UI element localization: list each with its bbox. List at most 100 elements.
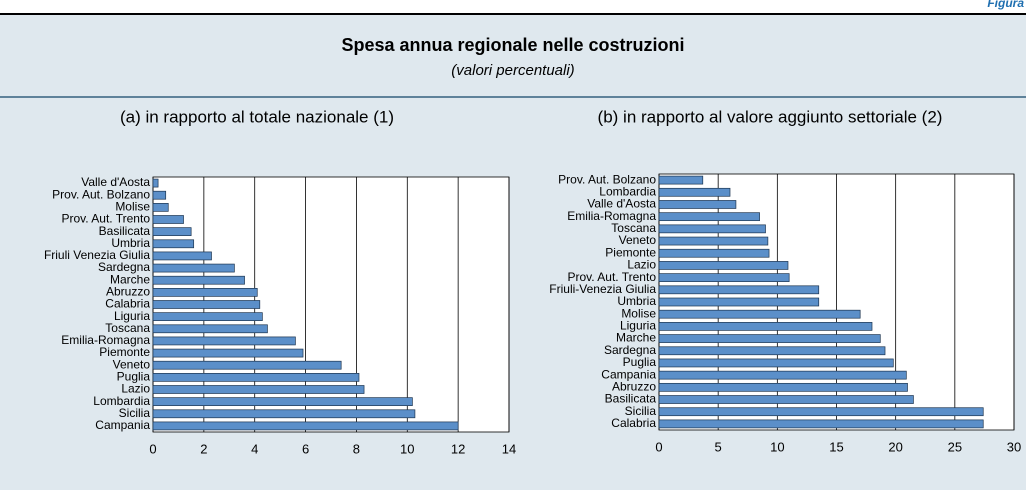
x-tick-label: 0 [149,441,156,456]
category-label: Puglia [117,370,151,384]
x-tick-label: 20 [888,439,902,454]
bar [658,346,886,356]
x-tick-label: 4 [251,441,258,456]
x-tick-label: 30 [1007,439,1021,454]
bar [152,373,360,382]
category-label: Piemonte [99,345,150,359]
x-tick-label: 0 [655,439,662,454]
category-label: Molise [621,306,656,320]
category-label: Calabria [105,297,150,311]
bar [658,261,789,270]
bar [152,336,296,346]
category-label: Umbria [617,294,656,308]
category-label: Basilicata [99,224,151,238]
bar [658,224,766,234]
bar [152,215,184,224]
category-label: Lombardia [599,184,656,198]
bar [658,187,731,197]
category-label: Umbria [111,236,150,250]
x-tick-label: 25 [948,439,962,454]
bar [152,239,195,249]
panel-title: (a) in rapporto al totale nazionale (1) [120,107,394,126]
category-label: Campania [601,367,656,381]
bar [658,236,769,246]
category-label: Lazio [627,258,656,272]
category-label: Molise [115,200,150,214]
bar [152,409,416,419]
bar [152,421,459,431]
bar [152,324,268,334]
category-label: Prov. Aut. Bolzano [52,187,150,201]
category-label: Sicilia [119,406,151,420]
category-label: Veneto [619,233,657,247]
bar [658,382,908,392]
bar [152,203,169,212]
category-label: Sardegna [98,260,150,274]
bar [658,273,790,282]
x-tick-label: 10 [770,439,784,454]
x-tick-label: 10 [400,441,414,456]
bar [152,263,235,273]
category-label: Lazio [121,382,150,396]
bar [658,334,881,343]
x-tick-label: 5 [715,439,722,454]
bar [658,297,820,307]
category-label: Abruzzo [106,285,150,299]
category-label: Sicilia [625,404,657,418]
bar [658,285,820,295]
title: Spesa annua regionale nelle costruzioni [341,35,684,55]
bar [152,178,159,188]
panel-title: (b) in rapporto al valore aggiunto setto… [598,107,943,126]
category-label: Basilicata [605,392,657,406]
category-label: Campania [95,418,150,432]
category-label: Lombardia [93,394,150,408]
figure-label: Figura [987,0,1024,10]
bar [152,288,258,297]
bar [658,407,984,417]
category-label: Prov. Aut. Trento [568,270,657,284]
bar [658,419,984,429]
bar [658,175,704,185]
bar [152,190,167,200]
bar [658,322,873,331]
bar [658,248,770,258]
bar [152,385,365,394]
category-label: Friuli-Venezia Giulia [549,282,656,296]
subtitle: (valori percentuali) [451,62,574,79]
category-label: Emilia-Romagna [61,333,150,347]
category-label: Liguria [620,319,656,333]
category-label: Marche [616,331,656,345]
bar [152,227,192,236]
category-label: Sardegna [604,343,656,357]
category-label: Abruzzo [612,380,656,394]
bar [152,300,261,309]
bar [152,397,413,406]
x-tick-label: 14 [502,441,516,456]
category-label: Emilia-Romagna [567,209,656,223]
bar [658,358,894,368]
bar [152,312,263,321]
category-label: Veneto [113,357,151,371]
bar [658,370,907,380]
category-label: Calabria [611,416,656,430]
bar [152,360,342,370]
bar [152,275,245,285]
category-label: Toscana [611,221,656,235]
category-label: Liguria [114,309,150,323]
bar [658,212,760,222]
bar [152,348,304,358]
category-label: Piemonte [605,245,656,259]
bar [658,309,861,319]
x-tick-label: 15 [829,439,843,454]
x-tick-label: 6 [302,441,309,456]
category-label: Toscana [105,321,150,335]
category-label: Friuli Venezia Giulia [44,248,150,262]
x-tick-label: 12 [451,441,465,456]
x-tick-label: 2 [200,441,207,456]
bar [152,251,212,261]
category-label: Valle d'Aosta [81,175,150,189]
category-label: Prov. Aut. Bolzano [558,172,656,186]
bar [658,200,737,209]
category-label: Marche [110,272,150,286]
